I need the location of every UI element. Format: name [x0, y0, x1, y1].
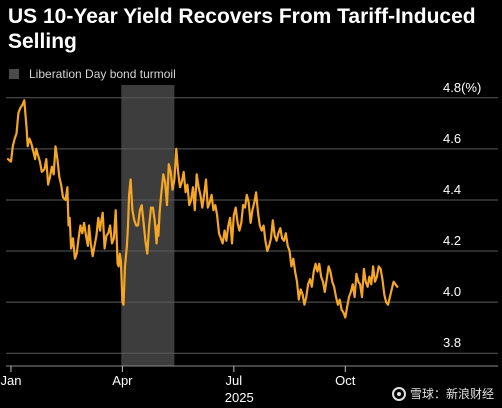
legend-label: Liberation Day bond turmoil: [29, 67, 176, 81]
x-tick-label: Oct: [335, 373, 356, 388]
chart-title: US 10-Year Yield Recovers From Tariff-In…: [8, 5, 476, 53]
watermark-text: 雪球：新浪财经: [409, 387, 494, 401]
x-year-label: 2025: [225, 390, 254, 405]
legend: Liberation Day bond turmoil: [9, 66, 176, 82]
y-tick-label: 4.4: [443, 182, 461, 197]
y-tick-label: 4.2: [443, 233, 461, 248]
y-tick-label: 4.6: [443, 131, 461, 146]
snowball-logo-icon: [391, 386, 406, 401]
x-tick-label: Jan: [0, 373, 21, 388]
yield-line: [6, 99, 399, 319]
legend-swatch: [9, 69, 19, 79]
y-tick-label: 4.8(%): [443, 80, 481, 95]
y-tick-label: 4.0: [443, 284, 461, 299]
x-tick-label: Jul: [226, 373, 243, 388]
x-tick-label: Apr: [112, 373, 133, 388]
watermark: 雪球：新浪财经: [391, 385, 494, 402]
y-tick-label: 3.8: [443, 335, 461, 350]
shaded-region: [121, 85, 175, 366]
